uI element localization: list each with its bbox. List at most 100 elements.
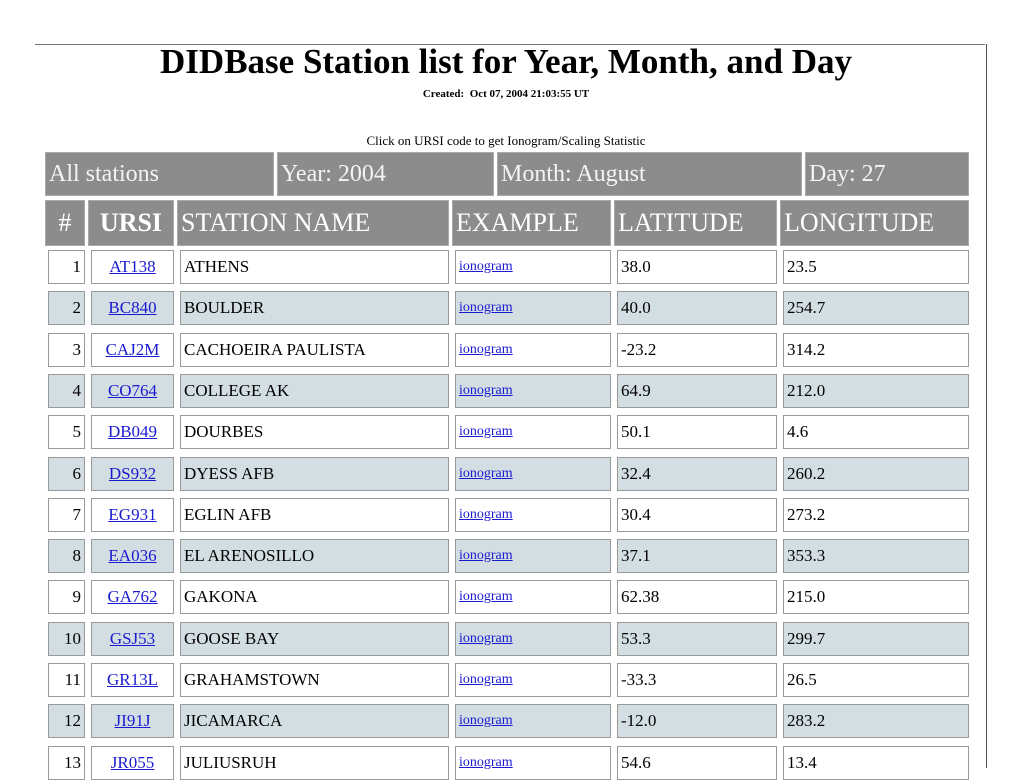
ionogram-link[interactable]: ionogram (459, 589, 513, 605)
longitude: 13.4 (783, 745, 969, 780)
row-number: 5 (48, 415, 85, 450)
created-date: Oct 07, 2004 21:03:55 UT (469, 88, 590, 100)
station-name: JICAMARCA (180, 704, 449, 739)
example-link: ionogram (455, 456, 611, 491)
latitude: -23.2 (617, 332, 777, 367)
ionogram-link[interactable]: ionogram (459, 506, 513, 522)
station-name: COLLEGE AK (180, 373, 449, 408)
station-name: DYESS AFB (180, 456, 449, 491)
ursi-code: GA762 (91, 580, 174, 615)
station-name: BOULDER (180, 291, 449, 326)
station-name: GOOSE BAY (180, 621, 449, 656)
longitude: 4.6 (783, 415, 969, 450)
example-link: ionogram (455, 580, 611, 615)
ionogram-link[interactable]: ionogram (459, 382, 513, 398)
ursi-code: DS932 (91, 456, 174, 491)
longitude: 254.7 (783, 291, 969, 326)
row-number: 8 (48, 539, 85, 574)
latitude: 32.4 (617, 456, 777, 491)
ionogram-link[interactable]: ionogram (459, 754, 513, 770)
latitude: 38.0 (617, 250, 777, 284)
ursi-link[interactable]: BC840 (108, 298, 157, 318)
ursi-link[interactable]: GSJ53 (109, 628, 156, 648)
column-header: STATION NAME (177, 200, 449, 246)
latitude: 53.3 (617, 621, 777, 656)
longitude: 260.2 (783, 456, 969, 491)
latitude: 64.9 (617, 373, 777, 408)
example-link: ionogram (455, 373, 611, 408)
ursi-code: CO764 (91, 373, 174, 408)
ionogram-link[interactable]: ionogram (459, 465, 513, 481)
column-header: LONGITUDE (780, 200, 969, 246)
station-name: EGLIN AFB (180, 497, 449, 532)
ursi-code: CAJ2M (91, 332, 174, 367)
ursi-code: GR13L (91, 663, 174, 697)
ursi-code: EA036 (91, 539, 174, 574)
station-name: EL ARENOSILLO (180, 539, 449, 574)
longitude: 26.5 (783, 663, 969, 697)
row-number: 9 (48, 580, 85, 615)
example-link: ionogram (455, 291, 611, 326)
longitude: 283.2 (783, 704, 969, 739)
row-number: 10 (48, 621, 85, 656)
ionogram-link[interactable]: ionogram (459, 548, 513, 564)
latitude: 37.1 (617, 539, 777, 574)
row-number: 3 (48, 332, 85, 367)
created-label: Created: (422, 88, 465, 100)
example-link: ionogram (455, 415, 611, 450)
ursi-link[interactable]: EG931 (108, 504, 157, 524)
ursi-code: JR055 (91, 745, 174, 780)
station-name: JULIUSRUH (180, 745, 449, 780)
longitude: 23.5 (783, 250, 969, 284)
latitude: 54.6 (617, 745, 777, 780)
longitude: 215.0 (783, 580, 969, 615)
ionogram-link[interactable]: ionogram (459, 713, 513, 729)
ursi-code: EG931 (91, 497, 174, 532)
column-header: EXAMPLE (452, 200, 611, 246)
ursi-link[interactable]: CO764 (107, 380, 158, 400)
station-name: CACHOEIRA PAULISTA (180, 332, 449, 367)
example-link: ionogram (455, 539, 611, 574)
created-line: Created: Oct 07, 2004 21:03:55 UT (0, 88, 1012, 100)
ursi-link[interactable]: DB049 (107, 422, 158, 442)
station-name: ATHENS (180, 250, 449, 284)
ionogram-link[interactable]: ionogram (459, 630, 513, 646)
ursi-link[interactable]: EA036 (108, 546, 157, 566)
longitude: 299.7 (783, 621, 969, 656)
page-title: DIDBase Station list for Year, Month, an… (160, 42, 852, 81)
ionogram-link[interactable]: ionogram (459, 300, 513, 316)
ursi-link[interactable]: JI91J (114, 711, 151, 731)
ionogram-link[interactable]: ionogram (459, 341, 513, 357)
station-name: DOURBES (180, 415, 449, 450)
latitude: -12.0 (617, 704, 777, 739)
filter-cell: Year: 2004 (277, 152, 494, 196)
ursi-link[interactable]: GR13L (107, 670, 158, 689)
instructions: Click on URSI code to get Ionogram/Scali… (366, 133, 646, 148)
ursi-link[interactable]: AT138 (109, 257, 156, 276)
ursi-link[interactable]: GA762 (107, 587, 158, 607)
latitude: 50.1 (617, 415, 777, 450)
ursi-link[interactable]: JR055 (110, 752, 155, 772)
ionogram-link[interactable]: ionogram (459, 259, 513, 274)
latitude: 40.0 (617, 291, 777, 326)
row-number: 11 (48, 663, 85, 697)
latitude: -33.3 (617, 663, 777, 697)
longitude: 353.3 (783, 539, 969, 574)
ursi-code: BC840 (91, 291, 174, 326)
example-link: ionogram (455, 250, 611, 284)
column-header: URSI (88, 200, 174, 246)
ionogram-link[interactable]: ionogram (459, 424, 513, 440)
longitude: 314.2 (783, 332, 969, 367)
latitude: 62.38 (617, 580, 777, 615)
ursi-link[interactable]: DS932 (108, 463, 157, 483)
ursi-code: DB049 (91, 415, 174, 450)
ionogram-link[interactable]: ionogram (459, 672, 513, 687)
ursi-link[interactable]: CAJ2M (105, 339, 160, 359)
example-link: ionogram (455, 745, 611, 780)
longitude: 212.0 (783, 373, 969, 408)
row-number: 13 (48, 745, 85, 780)
latitude: 30.4 (617, 497, 777, 532)
example-link: ionogram (455, 621, 611, 656)
station-name: GRAHAMSTOWN (180, 663, 449, 697)
ursi-code: AT138 (91, 250, 174, 284)
